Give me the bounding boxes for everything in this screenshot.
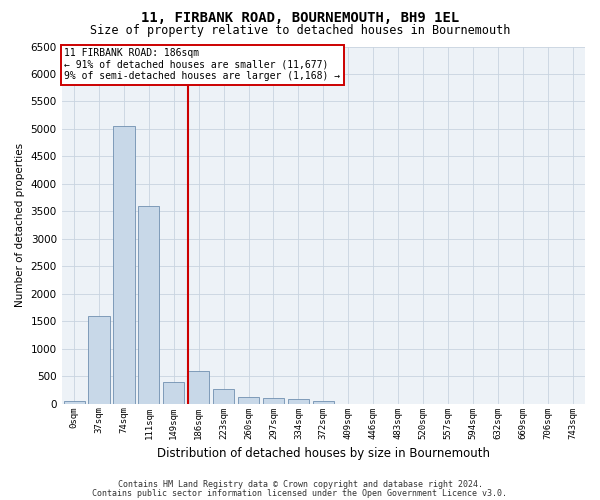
- Y-axis label: Number of detached properties: Number of detached properties: [15, 143, 25, 307]
- Text: 11 FIRBANK ROAD: 186sqm
← 91% of detached houses are smaller (11,677)
9% of semi: 11 FIRBANK ROAD: 186sqm ← 91% of detache…: [64, 48, 340, 82]
- Bar: [238, 397, 259, 404]
- Bar: [163, 382, 184, 404]
- Bar: [213, 389, 234, 404]
- X-axis label: Distribution of detached houses by size in Bournemouth: Distribution of detached houses by size …: [157, 447, 490, 460]
- Text: Contains public sector information licensed under the Open Government Licence v3: Contains public sector information licen…: [92, 490, 508, 498]
- Text: Size of property relative to detached houses in Bournemouth: Size of property relative to detached ho…: [90, 24, 510, 37]
- Bar: [64, 401, 85, 404]
- Bar: [288, 399, 309, 404]
- Bar: [263, 398, 284, 404]
- Bar: [88, 316, 110, 404]
- Bar: [138, 206, 160, 404]
- Bar: [313, 401, 334, 404]
- Text: Contains HM Land Registry data © Crown copyright and database right 2024.: Contains HM Land Registry data © Crown c…: [118, 480, 482, 489]
- Bar: [188, 370, 209, 404]
- Text: 11, FIRBANK ROAD, BOURNEMOUTH, BH9 1EL: 11, FIRBANK ROAD, BOURNEMOUTH, BH9 1EL: [141, 11, 459, 25]
- Bar: [113, 126, 134, 404]
